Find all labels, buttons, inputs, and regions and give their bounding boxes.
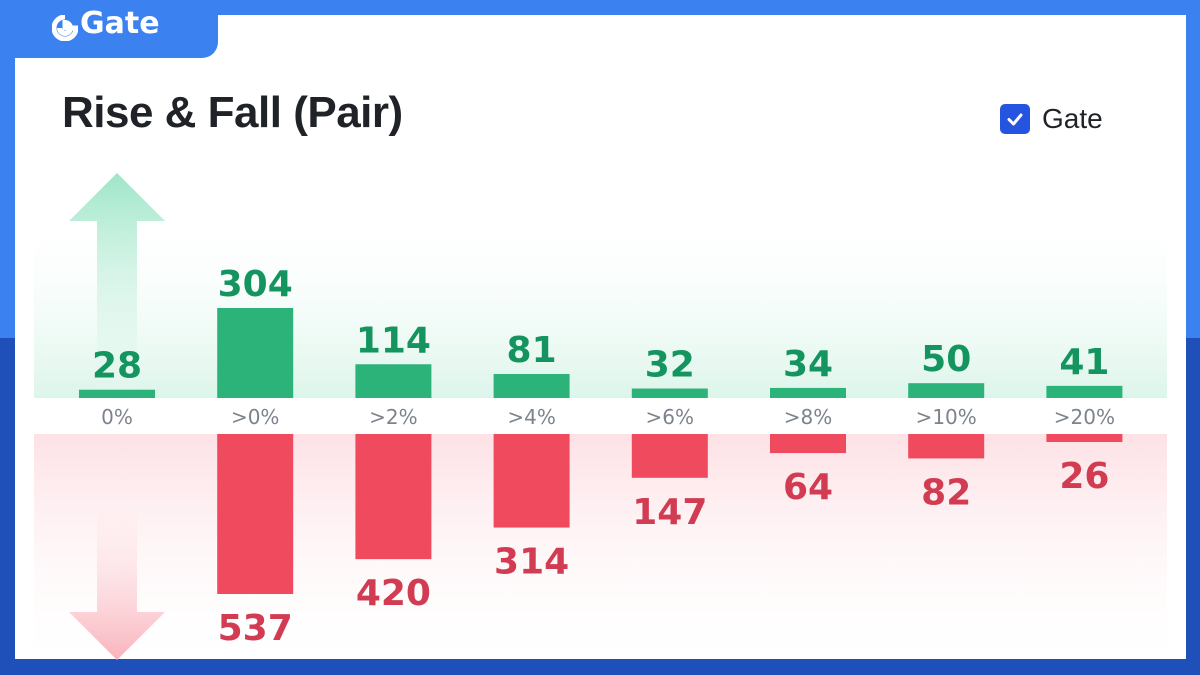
legend[interactable]: Gate: [1000, 103, 1103, 135]
fall-bar-2: [355, 434, 432, 560]
fall-value-label-2: 420: [356, 573, 431, 614]
rise-bar-4: [631, 388, 708, 398]
fall-bar-7: [1046, 434, 1123, 442]
rise-value-label-2: 114: [356, 320, 431, 361]
category-tick-label-2: >2%: [369, 405, 418, 429]
rise-value-label-6: 50: [921, 339, 971, 380]
fall-bar-6: [908, 434, 985, 459]
rise-value-label-1: 304: [218, 264, 293, 305]
rise-value-label-5: 34: [783, 344, 833, 385]
rise-arrow-icon: [69, 173, 165, 392]
fall-value-label-7: 26: [1059, 456, 1109, 497]
rise-bar-3: [493, 374, 570, 398]
rise-band: [34, 205, 1167, 398]
gate-logo-icon: [52, 15, 78, 41]
checkmark-icon: [1007, 113, 1023, 126]
category-tick-label-7: >20%: [1054, 405, 1115, 429]
rise-value-label-3: 81: [507, 330, 557, 371]
category-tick-label-3: >4%: [507, 405, 556, 429]
chart-title: Rise & Fall (Pair): [62, 88, 403, 137]
rise-bar-6: [908, 383, 985, 398]
category-tick-label-0: 0%: [101, 405, 133, 429]
rise-value-label-7: 41: [1059, 342, 1109, 383]
fall-bar-5: [770, 434, 846, 454]
fall-arrow-icon: [69, 512, 165, 660]
fall-bar-3: [493, 434, 570, 528]
rise-bar-1: [217, 308, 294, 398]
fall-bar-4: [631, 434, 708, 478]
brand-tab: Gate: [0, 0, 218, 58]
rise-bar-7: [1046, 385, 1123, 398]
brand-logo-text: Gate: [80, 6, 160, 41]
rise-bar-0: [79, 389, 155, 398]
legend-checkbox[interactable]: [1000, 104, 1030, 134]
fall-value-label-5: 64: [783, 467, 833, 508]
fall-band: [34, 434, 1167, 659]
category-tick-label-1: >0%: [231, 405, 280, 429]
fall-value-label-4: 147: [632, 492, 707, 533]
rise-bar-2: [355, 364, 432, 398]
category-tick-label-5: >8%: [784, 405, 833, 429]
rise-value-label-0: 28: [92, 346, 142, 387]
fall-bar-1: [217, 434, 294, 594]
fall-value-label-1: 537: [218, 608, 293, 649]
legend-label: Gate: [1042, 103, 1103, 134]
category-tick-label-6: >10%: [916, 405, 977, 429]
category-tick-label-4: >6%: [646, 405, 695, 429]
rise-bar-5: [770, 387, 846, 398]
fall-value-label-3: 314: [494, 542, 569, 583]
fall-value-label-6: 82: [921, 472, 971, 513]
rise-value-label-4: 32: [645, 345, 695, 386]
